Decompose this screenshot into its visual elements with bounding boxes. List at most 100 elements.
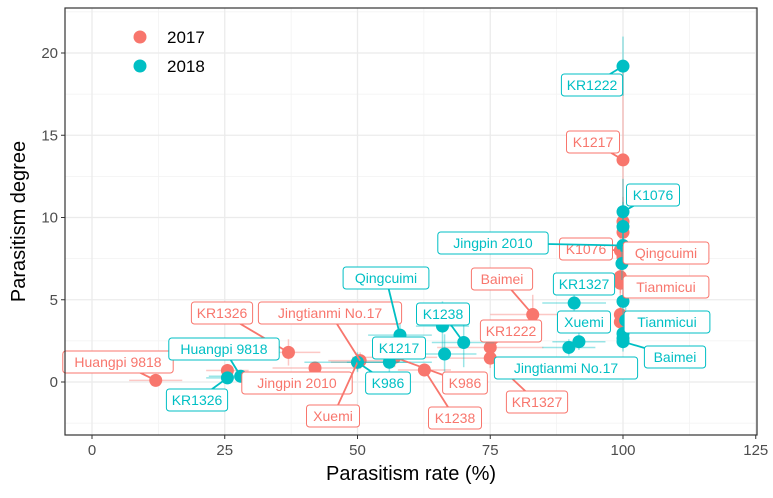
- point-marker: [438, 347, 452, 361]
- point-label: Xuemi: [557, 310, 611, 334]
- point-label: Jingpin 2010: [437, 231, 624, 255]
- label-text: Huangpi 9818: [74, 354, 161, 370]
- point-marker: [616, 220, 630, 234]
- label-text: Qingcuimi: [635, 245, 697, 261]
- point-label: KR1326: [165, 377, 229, 412]
- data-point-2018: [552, 333, 606, 350]
- label-box: [566, 130, 620, 154]
- y-tick-label: 20: [41, 45, 58, 62]
- label-text: Xuemi: [313, 408, 353, 424]
- point-marker: [567, 296, 581, 310]
- label-text: K1217: [573, 134, 614, 150]
- point-label: K1217: [566, 130, 624, 161]
- label-box: [479, 319, 543, 343]
- label-box: [442, 371, 488, 395]
- point-label: KR1327: [489, 357, 569, 414]
- point-label: KR1222: [560, 65, 624, 97]
- point-label: Huangpi 9818: [168, 337, 280, 377]
- y-tick-label: 10: [41, 210, 58, 227]
- label-box: [342, 266, 430, 290]
- label-text: Jingtianmi No.17: [514, 360, 618, 376]
- label-box: [372, 336, 426, 360]
- point-label: K1238: [423, 369, 482, 430]
- label-text: K986: [372, 375, 405, 391]
- label-box: [306, 404, 360, 428]
- label-box: [168, 337, 280, 361]
- label-box: [557, 310, 611, 334]
- point-label: Qingcuimi: [622, 241, 710, 265]
- label-text: Huangpi 9818: [180, 341, 267, 357]
- data-point-2018: [542, 293, 607, 313]
- label-text: Qingcuimi: [355, 270, 417, 286]
- point-label: Tianmicui: [620, 275, 710, 299]
- x-tick-label: 25: [216, 442, 233, 459]
- label-text: K1076: [633, 187, 674, 203]
- point-label: KR1327: [552, 272, 616, 296]
- label-box: [241, 371, 353, 395]
- point-label: Huangpi 9818: [62, 350, 174, 382]
- label-box: [365, 371, 411, 395]
- point-label: Qingcuimi: [342, 266, 430, 336]
- label-text: KR1222: [486, 323, 537, 339]
- point-label: K1238: [416, 302, 470, 344]
- label-text: Tianmicui: [637, 314, 696, 330]
- plot-border: [64, 7, 758, 436]
- label-box: [623, 310, 711, 334]
- point-label: Jingtianmi No.17: [257, 301, 403, 362]
- label-text: K986: [449, 375, 482, 391]
- label-box: [505, 390, 569, 414]
- point-marker: [562, 340, 576, 354]
- y-axis-title: Parasitism degree: [8, 141, 30, 302]
- label-text: Baimei: [654, 349, 697, 365]
- data-point-2018: [542, 339, 596, 356]
- legend-label: 2017: [167, 28, 205, 47]
- label-box: [552, 272, 616, 296]
- label-box: [622, 275, 710, 299]
- label-box: [165, 388, 229, 412]
- label-box: [190, 301, 254, 325]
- point-label: Jingpin 2010: [241, 367, 353, 395]
- x-tick-label: 125: [743, 442, 768, 459]
- label-text: KR1326: [197, 305, 248, 321]
- y-tick-label: 0: [50, 374, 58, 391]
- x-tick-label: 75: [482, 442, 499, 459]
- label-text: KR1222: [567, 77, 618, 93]
- point-label: K1076: [622, 183, 680, 213]
- legend-key-2018: [133, 59, 147, 73]
- label-box: [428, 406, 482, 430]
- x-tick-label: 100: [610, 442, 635, 459]
- label-text: Jingtianmi No.17: [278, 305, 382, 321]
- label-box: [416, 302, 470, 326]
- label-text: K1217: [379, 340, 420, 356]
- point-label: Xuemi: [306, 361, 360, 428]
- legend-key-2017: [133, 30, 147, 44]
- y-tick-label: 5: [50, 292, 58, 309]
- point-label: Tianmicui: [623, 310, 711, 334]
- point-label: K986: [394, 356, 488, 395]
- point-label: K1076: [559, 237, 621, 261]
- label-text: KR1326: [172, 392, 223, 408]
- label-box: [437, 231, 549, 255]
- label-text: Jingpin 2010: [257, 375, 337, 391]
- point-label: Jingtianmi No.17: [493, 356, 639, 380]
- label-text: K1238: [435, 410, 476, 426]
- label-box: [470, 267, 534, 291]
- label-box: [560, 73, 624, 97]
- point-marker: [572, 335, 586, 349]
- label-text: Baimei: [481, 271, 524, 287]
- label-box: [559, 237, 613, 261]
- label-box: [257, 301, 403, 325]
- x-tick-label: 50: [349, 442, 366, 459]
- x-axis-title: Parasitism rate (%): [326, 463, 496, 485]
- label-box: [62, 350, 174, 374]
- x-tick-label: 0: [88, 442, 96, 459]
- label-text: K1076: [566, 241, 607, 257]
- label-box: [626, 183, 680, 207]
- label-text: Jingpin 2010: [453, 235, 533, 251]
- label-text: Tianmicui: [636, 279, 695, 295]
- point-label: K1217: [372, 336, 426, 360]
- y-tick-label: 15: [41, 127, 58, 144]
- label-box: [493, 356, 639, 380]
- point-label: KR1222: [479, 319, 543, 349]
